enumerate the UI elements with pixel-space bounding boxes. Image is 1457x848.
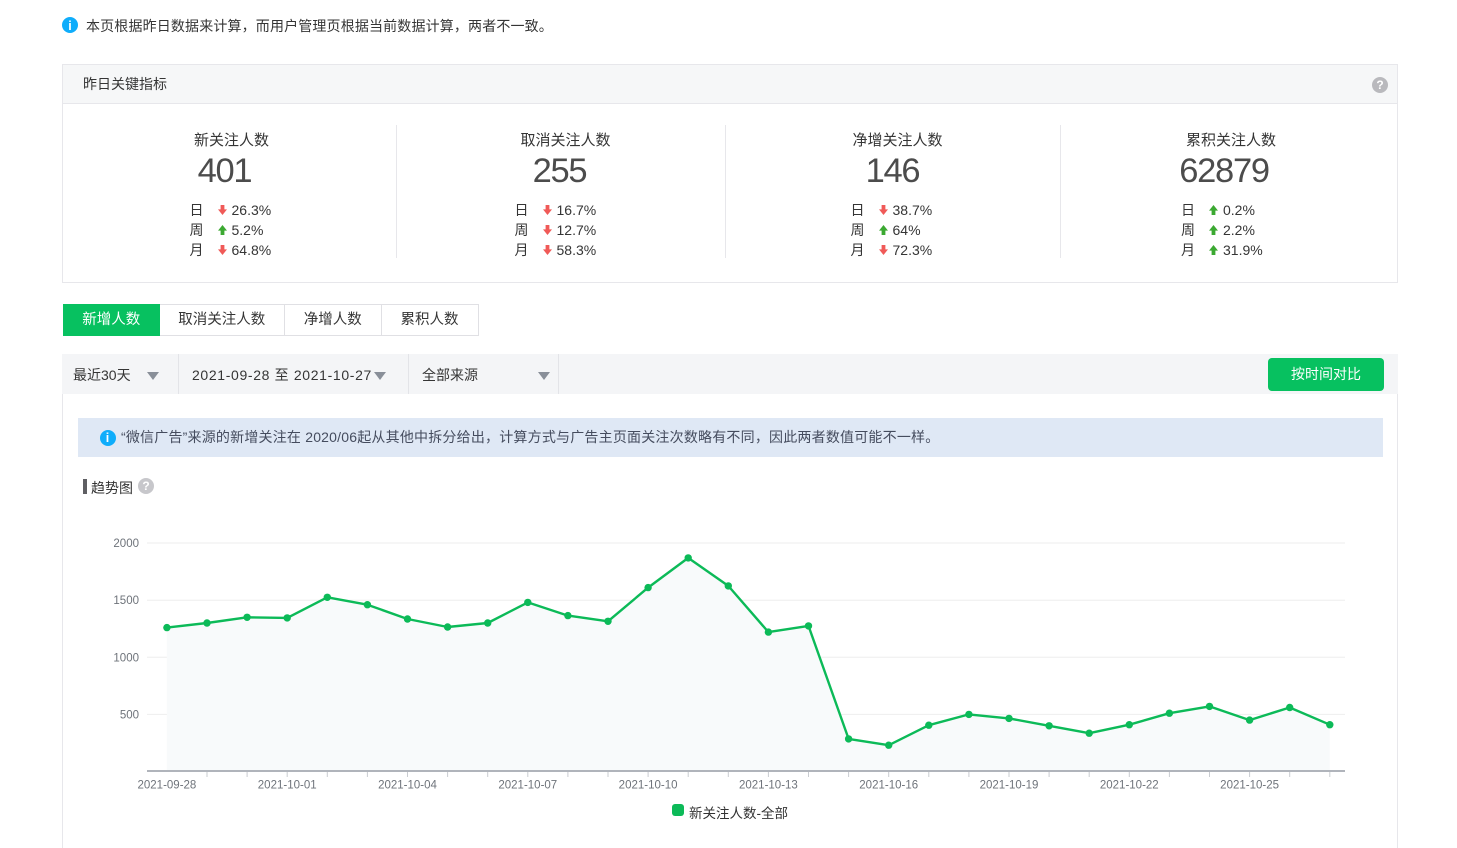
svg-text:2021-10-16: 2021-10-16 bbox=[859, 780, 918, 792]
svg-text:2021-10-19: 2021-10-19 bbox=[980, 780, 1039, 792]
svg-text:2021-09-28: 2021-09-28 bbox=[137, 780, 196, 792]
svg-text:2021-10-10: 2021-10-10 bbox=[619, 780, 678, 792]
svg-text:2021-10-22: 2021-10-22 bbox=[1100, 780, 1159, 792]
svg-text:500: 500 bbox=[120, 709, 139, 721]
svg-text:2021-10-25: 2021-10-25 bbox=[1220, 780, 1279, 792]
svg-text:2021-10-13: 2021-10-13 bbox=[739, 780, 798, 792]
svg-text:1000: 1000 bbox=[113, 652, 139, 664]
svg-text:2021-10-07: 2021-10-07 bbox=[498, 780, 557, 792]
svg-text:2000: 2000 bbox=[113, 538, 139, 550]
svg-text:2021-10-04: 2021-10-04 bbox=[378, 780, 437, 792]
svg-text:2021-10-01: 2021-10-01 bbox=[258, 780, 317, 792]
svg-text:1500: 1500 bbox=[113, 595, 139, 607]
